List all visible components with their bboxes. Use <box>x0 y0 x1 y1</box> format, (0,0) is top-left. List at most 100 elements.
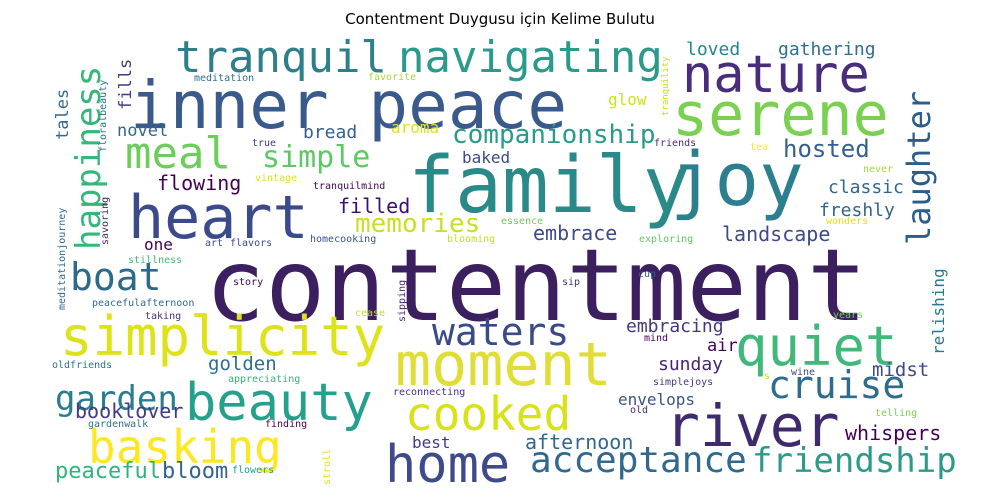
word-old: old <box>630 405 648 416</box>
word-basking: basking <box>88 420 282 474</box>
word-cooked: cooked <box>405 387 571 441</box>
word-never: never <box>863 164 893 175</box>
word-home: home <box>385 435 510 495</box>
word-waters: waters <box>432 310 569 354</box>
word-telling: telling <box>875 408 917 419</box>
word-hosted: hosted <box>783 135 870 163</box>
word-afternoon: afternoon <box>525 430 633 454</box>
word-savoring: savoring <box>100 197 111 245</box>
word-beauty: beauty <box>185 373 373 433</box>
word-joy: joy <box>670 137 804 223</box>
word-serene: serene <box>672 80 889 150</box>
word-s: s <box>764 371 770 382</box>
word-taking: taking <box>145 311 181 322</box>
word-quiet: quiet <box>735 315 898 378</box>
word-stillness: stillness <box>128 255 182 266</box>
word-glow: glow <box>608 90 647 109</box>
word-companionship: companionship <box>452 120 656 150</box>
word-inner-peace: inner peace <box>130 67 567 144</box>
word-floralbeauty: floralbeauty <box>98 80 109 152</box>
word-tranquilmind: tranquilmind <box>313 181 385 192</box>
word-nature: nature <box>682 45 870 105</box>
word-peaceful: peaceful <box>55 459 161 484</box>
word-gardenwalk: gardenwalk <box>88 419 148 430</box>
word-blooming: blooming <box>447 234 495 245</box>
word-embracing: embracing <box>626 316 724 337</box>
word-wonders: wonders <box>826 216 868 227</box>
word-midst: midst <box>872 359 929 381</box>
word-gathering: gathering <box>778 39 876 60</box>
word-novel: novel <box>117 121 168 141</box>
word-memories: memories <box>355 209 480 239</box>
word-exploring: exploring <box>639 234 693 245</box>
word-sipping: sipping <box>397 280 408 322</box>
word-mind: mind <box>644 333 668 344</box>
word-envelops: envelops <box>618 390 695 409</box>
word-best: best <box>412 433 451 452</box>
word-wine: wine <box>791 367 815 378</box>
word-classic: classic <box>828 177 904 198</box>
word-story: story <box>233 277 263 288</box>
word-heart: heart <box>128 183 309 253</box>
word-moment: moment <box>395 330 612 400</box>
chart-title: Contentment Duygusu için Kelime Bulutu <box>345 10 655 28</box>
word-fills: fills <box>116 59 136 110</box>
word-tranquil: tranquil <box>175 32 387 83</box>
word-finding: finding <box>265 419 307 430</box>
word-stroll: stroll <box>322 449 333 485</box>
word-tranquility: tranquility <box>661 56 671 116</box>
word-laughter: laughter <box>900 91 938 245</box>
word-landscape: landscape <box>722 222 830 246</box>
word-homecooking: homecooking <box>310 234 376 245</box>
word-meditationjourney: meditationjourney <box>57 208 68 310</box>
word-embrace: embrace <box>533 221 617 245</box>
word-essence: essence <box>501 216 543 227</box>
word-favorite: favorite <box>368 72 416 83</box>
word-one: one <box>144 235 173 254</box>
word-garden: garden <box>55 379 178 419</box>
word-flavors: flavors <box>230 238 272 249</box>
word-friendship: friendship <box>752 441 957 481</box>
word-friends: friends <box>654 138 696 149</box>
word-oldfriends: oldfriends <box>52 360 112 371</box>
word-golden: golden <box>208 353 277 375</box>
word-loved: loved <box>686 39 740 60</box>
word-freshly: freshly <box>819 200 895 221</box>
word-river: river <box>665 392 840 460</box>
word-reconnecting: reconnecting <box>393 387 465 398</box>
word-cup: cup <box>638 269 656 280</box>
word-whispers: whispers <box>845 421 941 445</box>
word-cease: cease <box>355 308 385 319</box>
word-flowers: flowers <box>232 465 274 476</box>
word-simplicity: simplicity <box>60 305 385 368</box>
word-boat: boat <box>70 255 162 299</box>
word-sip: sip <box>562 277 580 288</box>
word-meditation: meditation <box>194 73 254 84</box>
word-peacefulafternoon: peacefulafternoon <box>92 298 194 309</box>
word-family: family <box>408 141 690 231</box>
word-simple: simple <box>262 140 370 175</box>
word-happiness: happiness <box>69 66 109 250</box>
word-true: true <box>252 138 276 149</box>
word-relishing: relishing <box>929 268 948 355</box>
word-air: air <box>707 336 738 356</box>
word-contentment: contentment <box>205 227 867 344</box>
word-bread: bread <box>303 122 357 143</box>
word-sunday: sunday <box>658 354 723 375</box>
word-tea: tea <box>750 142 768 153</box>
word-filled: filled <box>338 194 410 218</box>
word-tales: tales <box>53 89 73 140</box>
word-art: art <box>205 238 223 249</box>
word-baked: baked <box>462 148 510 167</box>
word-navigating: navigating <box>398 32 663 83</box>
word-simplejoys: simplejoys <box>653 377 713 388</box>
word-meal: meal <box>125 128 231 179</box>
word-cruise: cruise <box>768 363 905 407</box>
word-bloom: bloom <box>162 459 228 484</box>
word-vintage: vintage <box>255 173 297 184</box>
word-years: years <box>833 310 863 321</box>
word-appreciating: appreciating <box>228 374 300 385</box>
word-acceptance: acceptance <box>530 440 747 481</box>
word-booklover: booklover <box>75 399 183 423</box>
